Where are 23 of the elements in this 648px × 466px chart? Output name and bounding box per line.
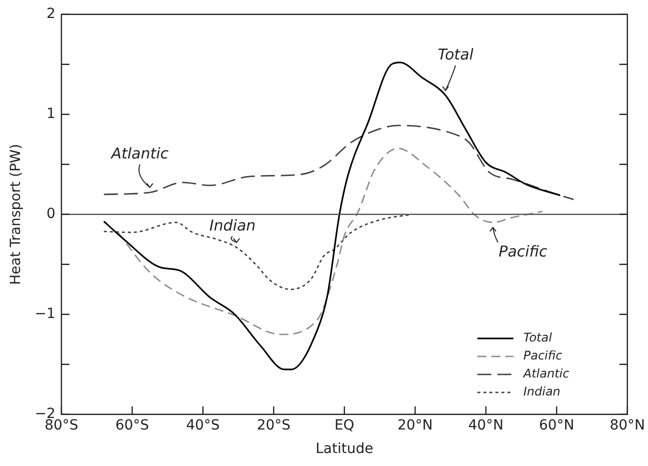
x-axis-title: Latitude bbox=[316, 441, 374, 458]
annotation: Atlantic bbox=[110, 144, 170, 162]
x-tick-label: EQ bbox=[334, 417, 354, 434]
annotation: Total bbox=[438, 45, 474, 64]
x-tick-label: 60°N bbox=[538, 417, 574, 434]
line-series bbox=[103, 124, 574, 200]
x-tick-label: 20°N bbox=[397, 417, 433, 434]
x-tick-label: 40°S bbox=[186, 417, 220, 434]
y-tick-label: 1 bbox=[46, 106, 56, 122]
legend-label: Indian bbox=[523, 384, 560, 399]
legend-label: Total bbox=[523, 330, 553, 345]
x-tick-label: 20°S bbox=[256, 417, 291, 434]
y-tick-label: −1 bbox=[34, 306, 56, 322]
y-tick-label: 2 bbox=[46, 6, 56, 22]
x-tick-label: 40°N bbox=[468, 417, 504, 434]
x-tick-label: 60°S bbox=[115, 417, 150, 434]
y-axis-title: Heat Transport (PW) bbox=[8, 144, 24, 285]
annotation: Pacific bbox=[498, 242, 548, 260]
annotation: Indian bbox=[209, 216, 256, 234]
y-tick-label: 0 bbox=[46, 206, 56, 222]
x-tick-label: 80°N bbox=[610, 417, 646, 434]
legend-label: Pacific bbox=[523, 348, 563, 363]
legend-label: Atlantic bbox=[522, 366, 570, 381]
